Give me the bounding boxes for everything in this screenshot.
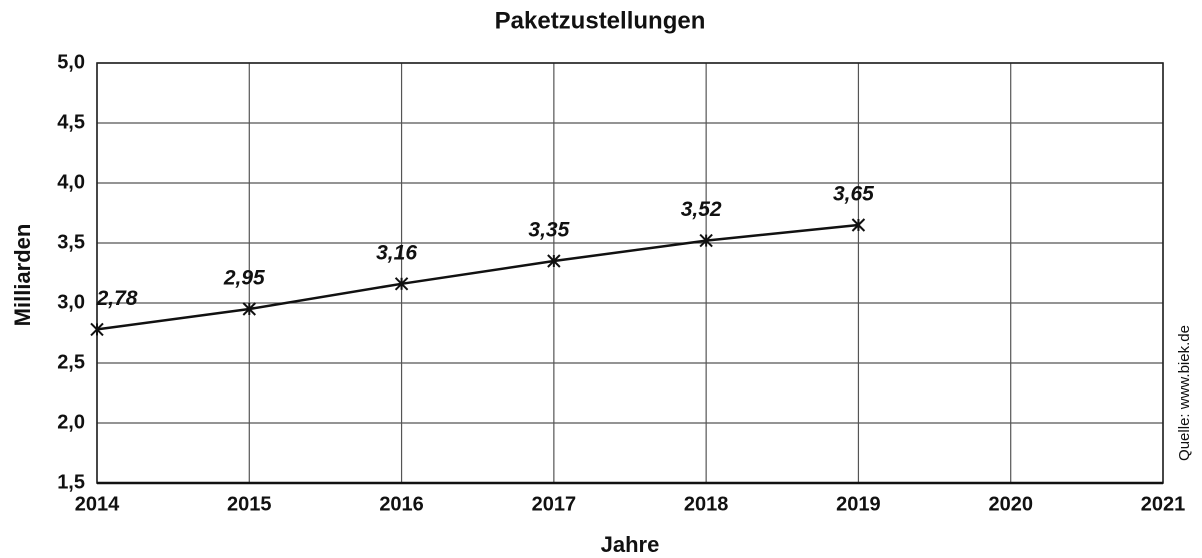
x-tick-label: 2014: [75, 493, 120, 515]
y-axis-label: Milliarden: [10, 224, 35, 327]
y-tick-label: 4,0: [57, 171, 85, 193]
y-tick-label: 3,5: [57, 231, 85, 253]
data-marker: [242, 302, 256, 316]
y-tick-label: 3,0: [57, 291, 85, 313]
chart-title: Paketzustellungen: [495, 7, 706, 34]
data-marker: [394, 277, 409, 291]
y-tick-label: 2,0: [57, 411, 85, 433]
y-tick-label: 1,5: [57, 471, 85, 493]
x-axis-label: Jahre: [601, 532, 660, 557]
data-label: 2,78: [96, 287, 138, 310]
data-label: 3,52: [681, 198, 722, 221]
data-label: 3,16: [376, 241, 417, 264]
x-tick-label: 2019: [836, 493, 881, 515]
y-tick-label: 2,5: [57, 351, 85, 373]
data-marker: [699, 233, 713, 248]
data-label: 2,95: [223, 267, 265, 290]
source-note: Quelle: www.biek.de: [1176, 325, 1193, 461]
y-tick-label: 5,0: [57, 51, 85, 73]
data-marker: [547, 254, 561, 268]
data-marker: [90, 322, 104, 337]
data-marker: [851, 218, 866, 232]
x-tick-label: 2021: [1141, 493, 1186, 515]
data-line: [96, 223, 859, 331]
x-tick-label: 2017: [532, 493, 577, 515]
x-tick-label: 2018: [684, 493, 729, 515]
x-tick-label: 2015: [227, 493, 272, 515]
x-tick-label: 2020: [988, 493, 1033, 515]
data-label: 3,65: [833, 183, 874, 206]
y-tick-label: 4,5: [57, 111, 85, 133]
data-label: 3,35: [528, 219, 569, 242]
x-tick-label: 2016: [379, 493, 424, 515]
